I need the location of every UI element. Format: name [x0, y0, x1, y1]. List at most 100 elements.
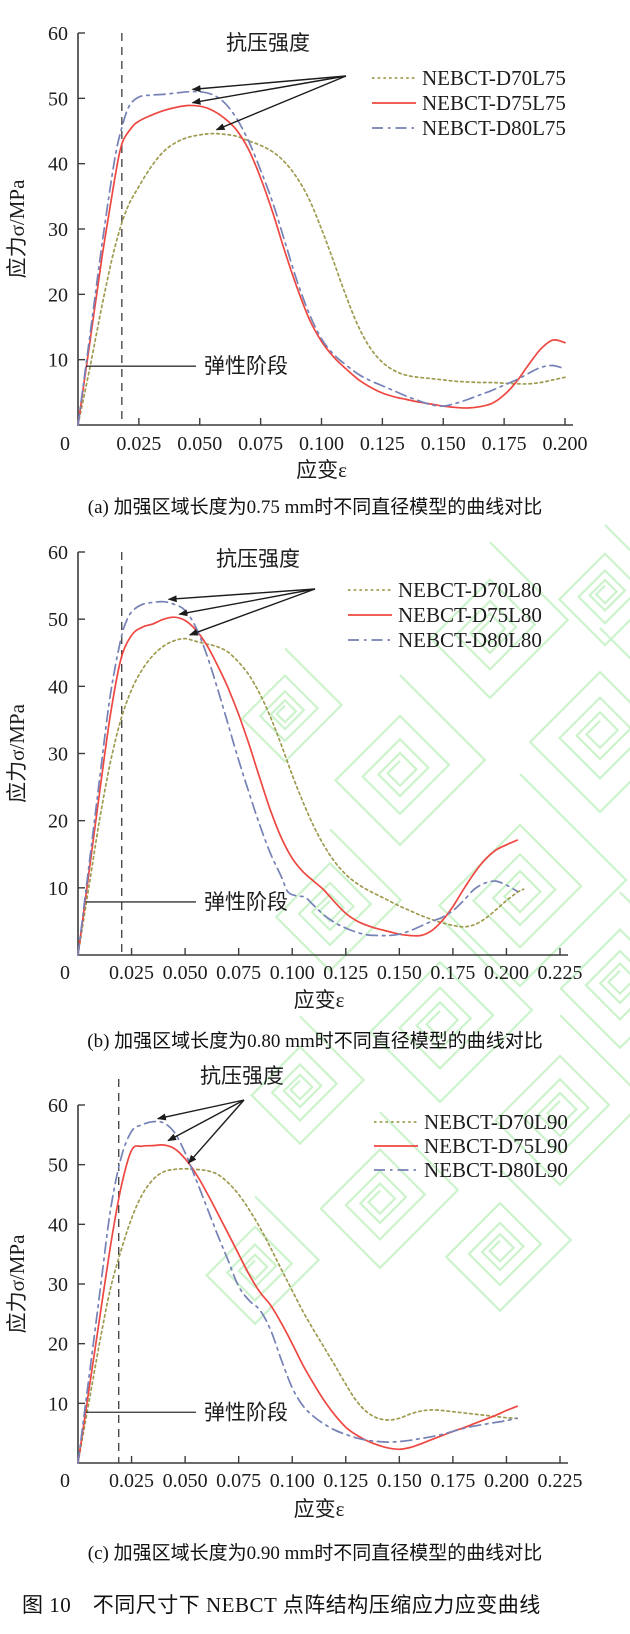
x-tick-label: 0.125 [323, 1470, 368, 1492]
chart-c-caption: (c) 加强区域长度为0.90 mm时不同直径模型的曲线对比 [87, 1543, 543, 1564]
strength-arrow [178, 588, 316, 617]
x-tick-label: 0.175 [430, 962, 475, 984]
compressive-strength-label: 抗压强度 [226, 31, 310, 55]
series-NEBCT-D75L90 [77, 1144, 519, 1464]
x-tick-label: 0.150 [377, 1470, 422, 1492]
elastic-stage-label: 弹性阶段 [204, 1400, 288, 1424]
series-NEBCT-D70L75 [77, 132, 566, 426]
x-tick-label: 0.100 [270, 962, 315, 984]
x-tick-label: 0.075 [238, 433, 283, 455]
legend-item-NEBCT-D75L80: NEBCT-D75L80 [348, 603, 542, 627]
x-tick-label: 0.150 [421, 433, 466, 455]
y-tick-label: 10 [48, 350, 68, 372]
x-tick-label: 0.100 [299, 433, 344, 455]
y-axis-title: 应力σ/MPa [5, 179, 29, 279]
x-tick-label: 0.175 [430, 1470, 475, 1492]
y-tick-label: 20 [48, 1334, 68, 1356]
x-tick-label: 0.050 [163, 962, 208, 984]
legend-label: NEBCT-D80L90 [424, 1158, 568, 1182]
x-tick-label: 0.225 [538, 1470, 583, 1492]
chart-a: 10 20 30 40 50 60 0 0.025 0.050 0.075 0.100 0.125 0.… [5, 23, 588, 482]
legend-item-NEBCT-D75L90: NEBCT-D75L90 [374, 1134, 568, 1158]
series-NEBCT-D75L80 [77, 616, 519, 956]
strength-arrow [188, 588, 316, 636]
x-tick-label: 0.050 [177, 433, 222, 455]
y-axis-title: 应力σ/MPa [5, 1234, 29, 1334]
x-tick-label: 0.025 [109, 1470, 154, 1492]
x-axis-title: 应变ε [294, 988, 345, 1012]
y-tick-label: 20 [48, 811, 68, 833]
strength-arrow [156, 1099, 245, 1121]
x-axis-title: 应变ε [296, 458, 347, 482]
legend-item-NEBCT-D70L90: NEBCT-D70L90 [374, 1110, 568, 1134]
y-tick-label: 30 [48, 219, 68, 241]
strength-arrow [167, 1099, 245, 1142]
legend-label: NEBCT-D75L75 [422, 91, 566, 115]
chart-a-caption: (a) 加强区域长度为0.75 mm时不同直径模型的曲线对比 [87, 497, 543, 518]
strength-arrow [187, 1099, 245, 1164]
x-axis-title: 应变ε [294, 1497, 345, 1521]
y-tick-label: 40 [48, 676, 68, 698]
y-tick-label: 20 [48, 284, 68, 306]
x-tick-label: 0.200 [543, 433, 588, 455]
legend-label: NEBCT-D75L80 [398, 603, 542, 627]
legend-label: NEBCT-D70L80 [398, 578, 542, 602]
series-NEBCT-D80L75 [77, 90, 566, 426]
y-tick-label: 30 [48, 1274, 68, 1296]
x-tick-label: 0.175 [482, 433, 527, 455]
x-tick-label: 0.050 [163, 1470, 208, 1492]
chart-b: 10 20 30 40 50 60 0 0.025 0.050 0.075 0.100 0.125 0.… [5, 542, 583, 1012]
y-tick-label: 30 [48, 744, 68, 766]
legend-item-NEBCT-D70L75: NEBCT-D70L75 [372, 66, 566, 90]
strength-arrow [167, 588, 316, 603]
y-tick-label: 60 [48, 23, 68, 45]
y-tick-label: 40 [48, 154, 68, 176]
strength-arrow [191, 75, 347, 93]
elastic-stage-label: 弹性阶段 [204, 890, 288, 914]
chart-c: 10 20 30 40 50 60 0 0.025 0.050 0.075 0.100 0.125 0.… [5, 1064, 583, 1521]
watermark-pattern [205, 524, 630, 1326]
y-tick-label: 50 [48, 88, 68, 110]
y-tick-label: 50 [48, 609, 68, 631]
series-NEBCT-D75L75 [77, 104, 566, 426]
compressive-strength-label: 抗压强度 [200, 1064, 284, 1088]
x-tick-label: 0.100 [270, 1470, 315, 1492]
legend-item-NEBCT-D80L80: NEBCT-D80L80 [348, 628, 542, 652]
elastic-stage-label: 弹性阶段 [204, 354, 288, 378]
legend-item-NEBCT-D70L80: NEBCT-D70L80 [348, 578, 542, 602]
series-NEBCT-D70L80 [77, 637, 525, 956]
chart-b-caption: (b) 加强区域长度为0.80 mm时不同直径模型的曲线对比 [87, 1031, 543, 1052]
x-tick-label: 0 [60, 433, 70, 455]
x-tick-label: 0.075 [216, 962, 261, 984]
x-tick-label: 0.200 [484, 962, 529, 984]
legend-item-NEBCT-D75L75: NEBCT-D75L75 [372, 91, 566, 115]
y-tick-label: 40 [48, 1214, 68, 1236]
strength-arrow [191, 75, 347, 105]
x-tick-label: 0.125 [360, 433, 405, 455]
legend-item-NEBCT-D80L75: NEBCT-D80L75 [372, 116, 566, 140]
x-tick-label: 0.025 [116, 433, 161, 455]
x-tick-label: 0 [60, 962, 70, 984]
legend-item-NEBCT-D80L90: NEBCT-D80L90 [374, 1158, 568, 1182]
y-tick-label: 60 [48, 542, 68, 564]
x-tick-label: 0.125 [323, 962, 368, 984]
compressive-strength-label: 抗压强度 [216, 547, 300, 571]
legend-label: NEBCT-D80L75 [422, 116, 566, 140]
legend-label: NEBCT-D70L90 [424, 1110, 568, 1134]
y-tick-label: 50 [48, 1155, 68, 1177]
y-tick-label: 60 [48, 1095, 68, 1117]
legend-label: NEBCT-D70L75 [422, 66, 566, 90]
x-tick-label: 0.225 [538, 962, 583, 984]
figure-caption: 图 10 不同尺寸下 NEBCT 点阵结构压缩应力应变曲线 [22, 1593, 541, 1617]
x-tick-label: 0.075 [216, 1470, 261, 1492]
strength-arrow [215, 75, 347, 131]
x-tick-label: 0.200 [484, 1470, 529, 1492]
x-tick-label: 0 [60, 1470, 70, 1492]
x-tick-label: 0.150 [377, 962, 422, 984]
y-tick-label: 10 [48, 1393, 68, 1415]
